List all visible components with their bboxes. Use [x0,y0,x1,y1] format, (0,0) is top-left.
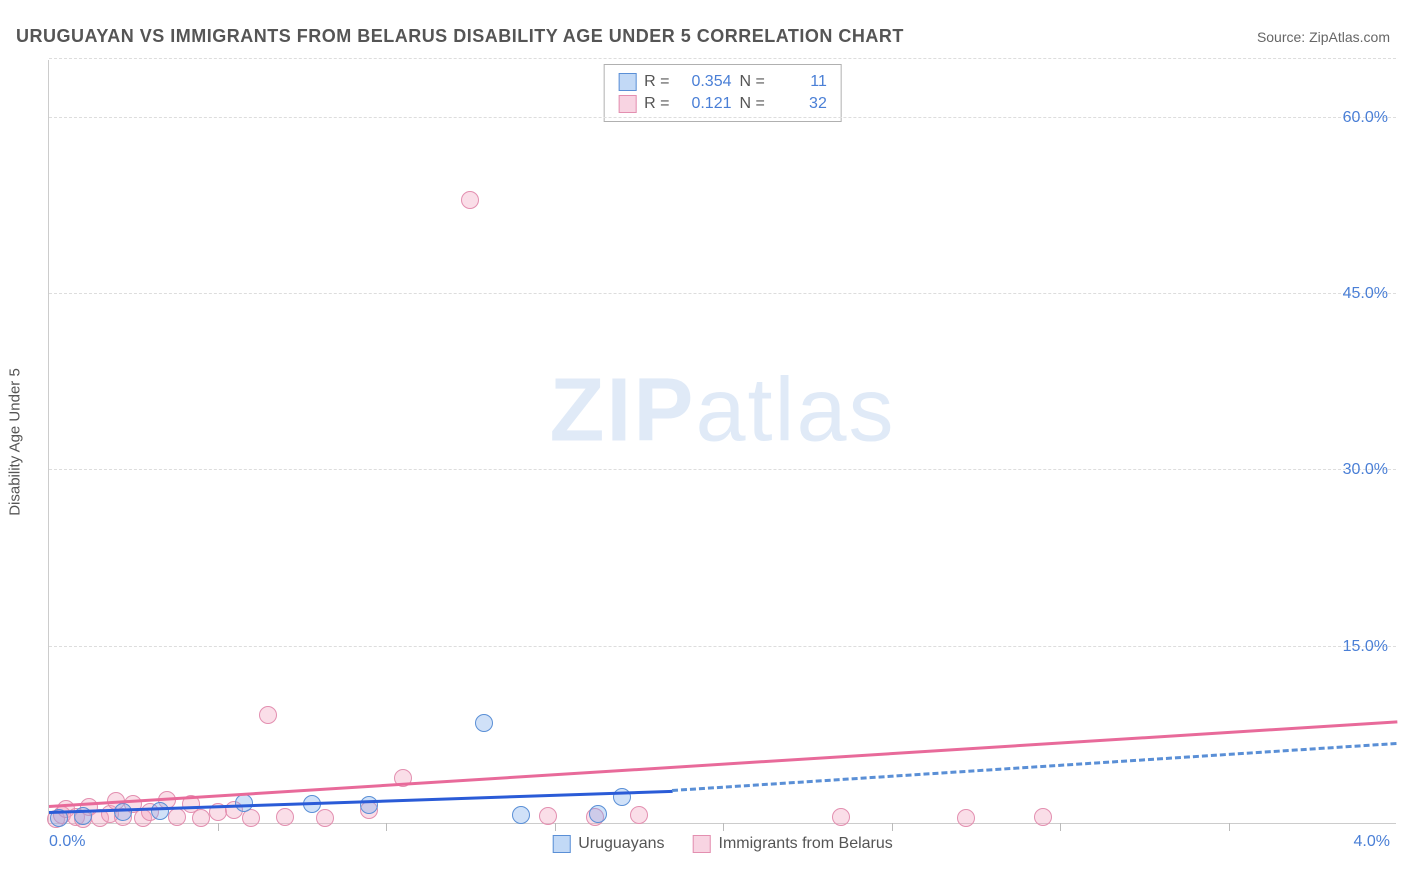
trend-line [672,742,1397,792]
trend-line [49,720,1397,808]
x-tick [1060,823,1061,831]
legend-item-belarus: Immigrants from Belarus [693,835,893,853]
data-point [276,808,294,826]
y-tick-label: 15.0% [1335,638,1388,656]
data-point [630,806,648,824]
swatch-pink [693,835,711,853]
data-point [461,191,479,209]
chart-container: URUGUAYAN VS IMMIGRANTS FROM BELARUS DIS… [0,0,1406,892]
watermark-zip: ZIP [549,360,695,460]
plot-area: ZIPatlas Disability Age Under 5 0.0% 4.0… [48,60,1396,824]
data-point [589,805,607,823]
data-point [832,808,850,826]
r-value-uruguayans: 0.354 [678,73,732,91]
data-point [475,714,493,732]
x-axis-origin-label: 0.0% [49,833,85,851]
x-axis-end-label: 4.0% [1354,833,1390,851]
data-point [957,809,975,827]
legend-row-uruguayans: R = 0.354 N = 11 [618,71,827,93]
y-tick-label: 30.0% [1335,461,1388,479]
y-tick-label: 60.0% [1335,109,1388,127]
n-value-uruguayans: 11 [773,73,827,91]
data-point [151,802,169,820]
x-tick [386,823,387,831]
swatch-blue [552,835,570,853]
data-point [192,809,210,827]
data-point [168,808,186,826]
source-attribution: Source: ZipAtlas.com [1257,29,1390,45]
legend-label-belarus: Immigrants from Belarus [719,835,893,853]
x-tick [555,823,556,831]
watermark: ZIPatlas [549,359,895,462]
x-tick [892,823,893,831]
x-tick [723,823,724,831]
n-label: N = [740,73,765,91]
correlation-legend: R = 0.354 N = 11 R = 0.121 N = 32 [603,64,842,122]
grid-line [49,293,1396,294]
x-tick [218,823,219,831]
data-point [259,706,277,724]
y-axis-title: Disability Age Under 5 [7,368,24,516]
series-legend: Uruguayans Immigrants from Belarus [552,835,893,853]
chart-title: URUGUAYAN VS IMMIGRANTS FROM BELARUS DIS… [16,26,904,47]
grid-line [49,469,1396,470]
n-value-belarus: 32 [773,95,827,113]
data-point [114,803,132,821]
grid-line [49,58,1396,59]
legend-label-uruguayans: Uruguayans [578,835,664,853]
legend-row-belarus: R = 0.121 N = 32 [618,93,827,115]
grid-line [49,646,1396,647]
data-point [235,794,253,812]
r-label: R = [644,95,669,113]
y-tick-label: 45.0% [1335,285,1388,303]
title-bar: URUGUAYAN VS IMMIGRANTS FROM BELARUS DIS… [16,26,1390,47]
swatch-pink [618,95,636,113]
r-value-belarus: 0.121 [678,95,732,113]
data-point [539,807,557,825]
x-tick [1229,823,1230,831]
data-point [1034,808,1052,826]
data-point [316,809,334,827]
swatch-blue [618,73,636,91]
n-label: N = [740,95,765,113]
legend-item-uruguayans: Uruguayans [552,835,664,853]
r-label: R = [644,73,669,91]
grid-line [49,117,1396,118]
watermark-atlas: atlas [695,360,895,460]
data-point [512,806,530,824]
